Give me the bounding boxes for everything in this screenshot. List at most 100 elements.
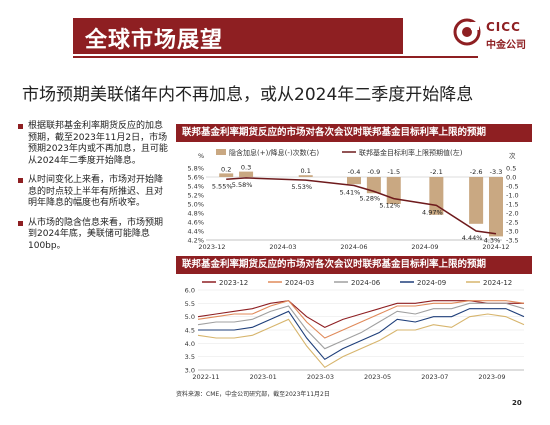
- right-axis-tick: -2.5: [506, 219, 519, 227]
- left-axis-tick: 4.6%: [187, 219, 204, 227]
- bullet-item: 从时间变化上来看，市场对开始降息的时点较上半年有所推迟、且对明年降息的幅度也有所…: [18, 175, 170, 210]
- x-axis-tick: 2024-03: [269, 243, 296, 251]
- legend-label: 2024-12: [483, 279, 512, 287]
- x-axis-tick: 2023-12: [198, 243, 225, 251]
- x-axis-tick: 2023-07: [421, 373, 448, 381]
- line-label: 4.44%: [462, 234, 483, 242]
- x-axis-tick: 2023-05: [364, 373, 391, 381]
- bullet-item: 从市场的隐含信息来看，市场预期到2024年底，美联储可能降息100bp。: [18, 218, 170, 253]
- x-axis-tick: 2024-09: [411, 243, 438, 251]
- chart1-title: 联邦基金利率期货反应的市场对各次会议时联邦基金目标利率上限的预期: [176, 124, 532, 142]
- left-axis-tick: 5.6%: [187, 174, 204, 182]
- logo-text-en: CICC: [486, 20, 521, 34]
- series-line: [197, 300, 525, 339]
- chart1-legend: 隐含加息(+)/降息(-)次数(右) 联邦基金目标利率上限预期值(左): [216, 148, 463, 157]
- x-axis-tick: 2024-12: [482, 243, 509, 251]
- right-axis-tick: -2.0: [506, 210, 519, 218]
- bar: [239, 171, 254, 177]
- legend-label: 2024-03: [285, 279, 314, 287]
- chart2-title: 联邦基金利率期货反应的市场对各次会议时联邦基金目标利率上限的预期: [176, 256, 532, 274]
- rate-expectation-history-line-chart: 2023-12 2024-03 2024-06 2024-09 2024-12 6.0 5.…: [185, 279, 525, 381]
- bullet-text: 从市场的隐含信息来看，市场预期到2024年底，美联储可能降息100bp。: [28, 217, 164, 251]
- x-axis-tick: 2023-01: [250, 373, 277, 381]
- title-underline: [73, 56, 478, 58]
- right-axis-tick: 0.0: [506, 174, 516, 182]
- left-axis-tick: 5.8%: [187, 165, 204, 173]
- legend-label: 2024-06: [351, 279, 381, 287]
- left-axis-tick: 5.2%: [187, 192, 204, 200]
- left-axis-tick: 5.4%: [187, 183, 204, 191]
- right-axis-tick: -3.5: [506, 237, 519, 245]
- bullet-square-icon: [18, 124, 23, 129]
- y-axis-tick: 4.5: [185, 327, 195, 335]
- line-label: 5.53%: [291, 183, 312, 191]
- left-axis-tick: 4.8%: [187, 210, 204, 218]
- bar-label: 0.2: [221, 165, 231, 173]
- slide-header: 全球市场展望 CICC 中金公司: [0, 0, 550, 62]
- bar: [366, 177, 381, 194]
- bar-label: -1.5: [387, 168, 400, 176]
- y-axis-tick: 3.0: [185, 367, 195, 375]
- x-axis-tick: 2022-11: [192, 373, 219, 381]
- bullet-text: 从时间变化上来看，市场对开始降息的时点较上半年有所推迟、且对明年降息的幅度也有所…: [28, 175, 164, 208]
- logo-text-cn: 中金公司: [486, 40, 526, 51]
- bar: [298, 175, 313, 177]
- page-title: 全球市场展望: [85, 28, 224, 53]
- line-label: 5.55%: [212, 182, 233, 190]
- bullet-list: 根据联邦基金利率期货反应的加息预期，截至2023年11月2日，市场预期2023年…: [18, 121, 170, 260]
- x-axis-tick: 2024-06: [340, 243, 367, 251]
- rate-expectation-bar-line-chart: 隐含加息(+)/降息(-)次数(右) 联邦基金目标利率上限预期值(左)% 次 5.8%…: [187, 148, 519, 251]
- y-axis-tick: 4.0: [185, 340, 195, 348]
- right-axis-tick: -3.0: [506, 228, 519, 236]
- x-axis-tick: 2023-03: [307, 373, 334, 381]
- right-axis-tick: 0.5: [506, 165, 516, 173]
- line-label: 4.97%: [422, 208, 443, 216]
- legend-label: 联邦基金目标利率上限预期值(左): [359, 148, 463, 157]
- page-title-block: 全球市场展望: [73, 18, 403, 54]
- source-note: 资料来源：CME，中金公司研究部，截至2023年11月2日: [176, 391, 330, 398]
- bar-label: -0.9: [368, 168, 381, 176]
- right-axis-tick: -1.0: [506, 192, 519, 200]
- bullet-square-icon: [18, 178, 23, 183]
- bar-label: -3.3: [490, 168, 503, 176]
- slide-subtitle: 市场预期美联储年内不再加息，或从2024年二季度开始降息: [22, 85, 474, 105]
- series-line: [197, 313, 525, 369]
- legend-label: 2023-12: [219, 279, 248, 287]
- line-label: 5.12%: [379, 202, 400, 210]
- chart2-legend: 2023-12 2024-03 2024-06 2024-09 2024-12: [202, 279, 512, 287]
- line-label: 5.58%: [232, 181, 253, 189]
- page-number: 20: [512, 399, 522, 407]
- bar-label: 0.1: [301, 167, 311, 175]
- series-line: [198, 308, 525, 361]
- right-axis-unit: 次: [509, 151, 516, 160]
- left-axis-tick: 5.0%: [187, 201, 204, 209]
- y-axis-tick: 6.0: [185, 287, 195, 295]
- cicc-logo-icon: [453, 18, 481, 46]
- line-label: 5.41%: [340, 189, 361, 197]
- bar-label: -0.4: [348, 168, 361, 176]
- legend-label: 2024-09: [417, 279, 446, 287]
- line-label: 5.28%: [360, 194, 381, 202]
- bar-label: 0.3: [241, 164, 251, 172]
- bullet-text: 根据联邦基金利率期货反应的加息预期，截至2023年11月2日，市场预期2023年…: [28, 121, 168, 166]
- left-axis-tick: 4.4%: [187, 228, 204, 236]
- line-label: 4.3%: [484, 237, 501, 245]
- right-axis-tick: -0.5: [506, 183, 519, 191]
- bar-label: -2.6: [470, 168, 483, 176]
- legend-bar-swatch: [216, 149, 226, 155]
- bar: [219, 173, 234, 177]
- bar-label: -2.1: [430, 168, 443, 176]
- bar: [347, 177, 361, 185]
- left-axis-tick: 4.2%: [187, 237, 204, 245]
- series-line: [197, 302, 525, 350]
- bullet-item: 根据联邦基金利率期货反应的加息预期，截至2023年11月2日，市场预期2023年…: [18, 121, 170, 167]
- legend-label: 隐含加息(+)/降息(-)次数(右): [229, 148, 319, 157]
- x-axis-tick: 2023-09: [478, 373, 505, 381]
- bar: [489, 177, 503, 237]
- y-axis-tick: 5.5: [185, 300, 195, 308]
- left-axis-unit: %: [198, 152, 204, 160]
- right-axis-tick: -1.5: [506, 201, 519, 209]
- bullet-square-icon: [18, 220, 23, 226]
- y-axis-tick: 3.5: [185, 353, 195, 361]
- rate-line: [226, 177, 497, 235]
